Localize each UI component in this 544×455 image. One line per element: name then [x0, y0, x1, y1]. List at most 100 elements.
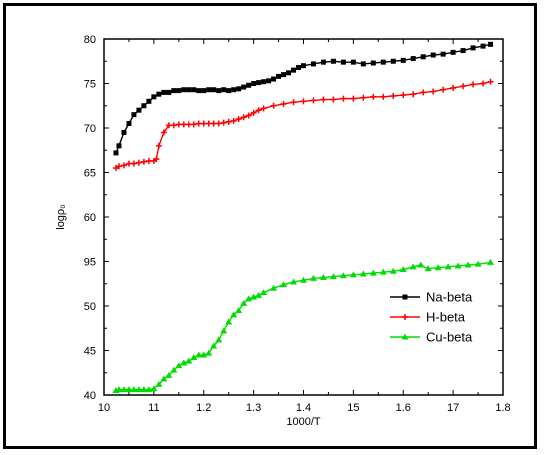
data-point	[480, 80, 487, 87]
data-point	[250, 293, 258, 300]
data-point	[220, 327, 228, 334]
data-point	[251, 81, 257, 86]
data-point	[450, 49, 456, 55]
data-point	[255, 107, 262, 114]
legend-item-na-beta: Na-beta	[390, 290, 473, 305]
legend-item-h-beta: H-beta	[390, 310, 466, 325]
data-point	[300, 98, 307, 105]
data-point	[116, 143, 122, 149]
data-point	[280, 281, 288, 288]
data-point	[290, 99, 297, 106]
data-point	[236, 86, 242, 92]
data-point	[250, 109, 257, 116]
data-point	[131, 112, 137, 118]
data-point	[245, 295, 253, 302]
data-point	[310, 61, 316, 67]
data-point	[120, 162, 127, 169]
data-point	[339, 272, 347, 279]
data-point	[399, 266, 407, 273]
data-point	[460, 83, 467, 90]
data-point	[280, 100, 287, 107]
data-point	[488, 41, 494, 47]
data-point	[266, 78, 272, 84]
x-axis-title: 1000/T	[286, 416, 321, 428]
data-point	[320, 96, 327, 103]
legend-label: Cu-beta	[426, 330, 473, 345]
data-point	[270, 284, 278, 291]
data-point	[309, 274, 317, 281]
data-point	[176, 88, 182, 94]
data-point	[410, 91, 417, 98]
data-point	[389, 267, 397, 274]
data-point	[226, 88, 232, 94]
data-point	[175, 362, 183, 369]
data-point	[370, 93, 377, 100]
data-point	[196, 88, 202, 94]
y-tick-label: 95	[84, 257, 96, 269]
data-point	[417, 261, 425, 268]
data-point	[454, 262, 462, 269]
data-point	[221, 87, 227, 93]
data-point	[146, 98, 152, 104]
x-tick-label: 1.8	[495, 402, 510, 414]
y-tick-label: 65	[84, 168, 96, 180]
data-point	[171, 88, 177, 94]
data-point	[165, 371, 173, 378]
data-point	[460, 48, 466, 54]
data-point	[235, 306, 243, 313]
data-point	[150, 385, 158, 392]
data-point	[350, 95, 357, 102]
data-point	[320, 59, 326, 65]
data-point	[155, 380, 163, 387]
data-point	[349, 271, 357, 278]
data-point	[360, 94, 367, 101]
x-tick-label: 11	[148, 402, 159, 414]
data-point	[246, 82, 252, 88]
y-tick-label: 45	[84, 346, 96, 358]
data-point	[281, 72, 287, 78]
legend-label: Na-beta	[426, 290, 473, 305]
data-point	[409, 263, 417, 270]
x-tick-label: 1.2	[196, 402, 211, 414]
data-point	[487, 258, 495, 265]
series-h-beta	[112, 78, 494, 172]
data-point	[440, 51, 446, 57]
data-point	[276, 73, 282, 79]
data-point	[241, 84, 247, 90]
data-point	[450, 84, 457, 91]
data-point	[181, 87, 187, 93]
data-point	[125, 386, 133, 393]
data-point	[113, 150, 119, 156]
data-point	[141, 103, 147, 109]
data-point	[474, 260, 482, 267]
data-point	[230, 311, 238, 318]
data-point	[230, 117, 237, 124]
data-point	[291, 67, 297, 73]
series-layer	[112, 41, 495, 394]
data-point	[390, 92, 397, 99]
y-tick-label: 75	[84, 79, 96, 91]
data-point	[126, 121, 132, 127]
data-point	[120, 386, 128, 393]
data-point	[191, 87, 197, 93]
data-point	[402, 314, 408, 320]
data-point	[256, 80, 262, 86]
data-point	[240, 299, 248, 306]
data-point	[240, 114, 247, 121]
data-point	[160, 129, 167, 136]
data-point	[380, 93, 387, 100]
data-point	[136, 107, 142, 113]
data-point	[424, 265, 432, 272]
data-point	[271, 76, 277, 82]
data-point	[430, 88, 437, 95]
axis-titles: 1000/T logρ₀	[55, 204, 321, 428]
data-point	[370, 60, 376, 66]
data-point	[260, 289, 268, 296]
data-point	[235, 116, 242, 123]
data-point	[434, 264, 442, 271]
data-point	[380, 59, 386, 65]
data-point	[487, 78, 494, 85]
x-tick-label: 1.3	[246, 402, 261, 414]
data-point	[329, 273, 337, 280]
data-point	[115, 163, 122, 170]
